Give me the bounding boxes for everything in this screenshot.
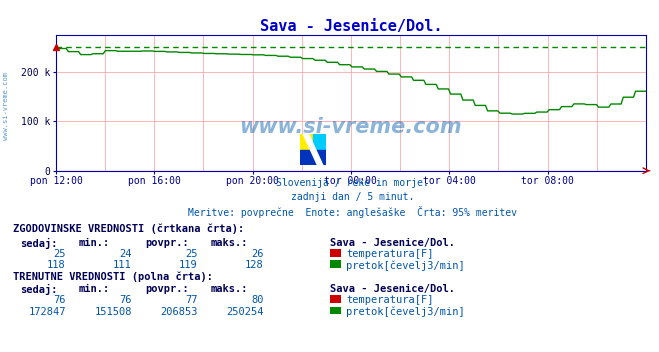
Text: min.:: min.: <box>79 284 110 294</box>
Text: www.si-vreme.com: www.si-vreme.com <box>3 71 9 140</box>
Text: 151508: 151508 <box>94 307 132 316</box>
Text: TRENUTNE VREDNOSTI (polna črta):: TRENUTNE VREDNOSTI (polna črta): <box>13 272 213 282</box>
Bar <box>313 134 326 150</box>
Text: www.si-vreme.com: www.si-vreme.com <box>240 117 462 137</box>
Text: ZGODOVINSKE VREDNOSTI (črtkana črta):: ZGODOVINSKE VREDNOSTI (črtkana črta): <box>13 224 244 234</box>
Text: 118: 118 <box>47 260 66 270</box>
Text: 77: 77 <box>185 295 198 305</box>
Text: 76: 76 <box>119 295 132 305</box>
Text: zadnji dan / 5 minut.: zadnji dan / 5 minut. <box>291 192 415 202</box>
Text: temperatura[F]: temperatura[F] <box>346 295 434 305</box>
Text: sedaj:: sedaj: <box>20 238 57 249</box>
Text: 111: 111 <box>113 260 132 270</box>
Text: Sava - Jesenice/Dol.: Sava - Jesenice/Dol. <box>330 284 455 294</box>
Text: sedaj:: sedaj: <box>20 284 57 295</box>
Text: 250254: 250254 <box>226 307 264 316</box>
Text: 128: 128 <box>245 260 264 270</box>
Text: 25: 25 <box>53 249 66 259</box>
Text: 206853: 206853 <box>160 307 198 316</box>
Text: povpr.:: povpr.: <box>145 238 188 247</box>
Text: min.:: min.: <box>79 238 110 247</box>
Title: Sava - Jesenice/Dol.: Sava - Jesenice/Dol. <box>260 19 442 34</box>
Text: maks.:: maks.: <box>211 238 248 247</box>
Text: 76: 76 <box>53 295 66 305</box>
Text: maks.:: maks.: <box>211 284 248 294</box>
Polygon shape <box>303 134 323 165</box>
Bar <box>300 134 313 150</box>
Bar <box>300 150 326 165</box>
Text: 172847: 172847 <box>28 307 66 316</box>
Text: 26: 26 <box>251 249 264 259</box>
Text: temperatura[F]: temperatura[F] <box>346 249 434 259</box>
Text: 25: 25 <box>185 249 198 259</box>
Text: 24: 24 <box>119 249 132 259</box>
Text: Slovenija / reke in morje.: Slovenija / reke in morje. <box>276 178 429 188</box>
Text: povpr.:: povpr.: <box>145 284 188 294</box>
Text: 80: 80 <box>251 295 264 305</box>
Text: pretok[čevelj3/min]: pretok[čevelj3/min] <box>346 307 465 317</box>
Text: Meritve: povprečne  Enote: anglešaške  Črta: 95% meritev: Meritve: povprečne Enote: anglešaške Črt… <box>188 206 517 218</box>
Text: pretok[čevelj3/min]: pretok[čevelj3/min] <box>346 260 465 271</box>
Text: Sava - Jesenice/Dol.: Sava - Jesenice/Dol. <box>330 238 455 247</box>
Text: 119: 119 <box>179 260 198 270</box>
